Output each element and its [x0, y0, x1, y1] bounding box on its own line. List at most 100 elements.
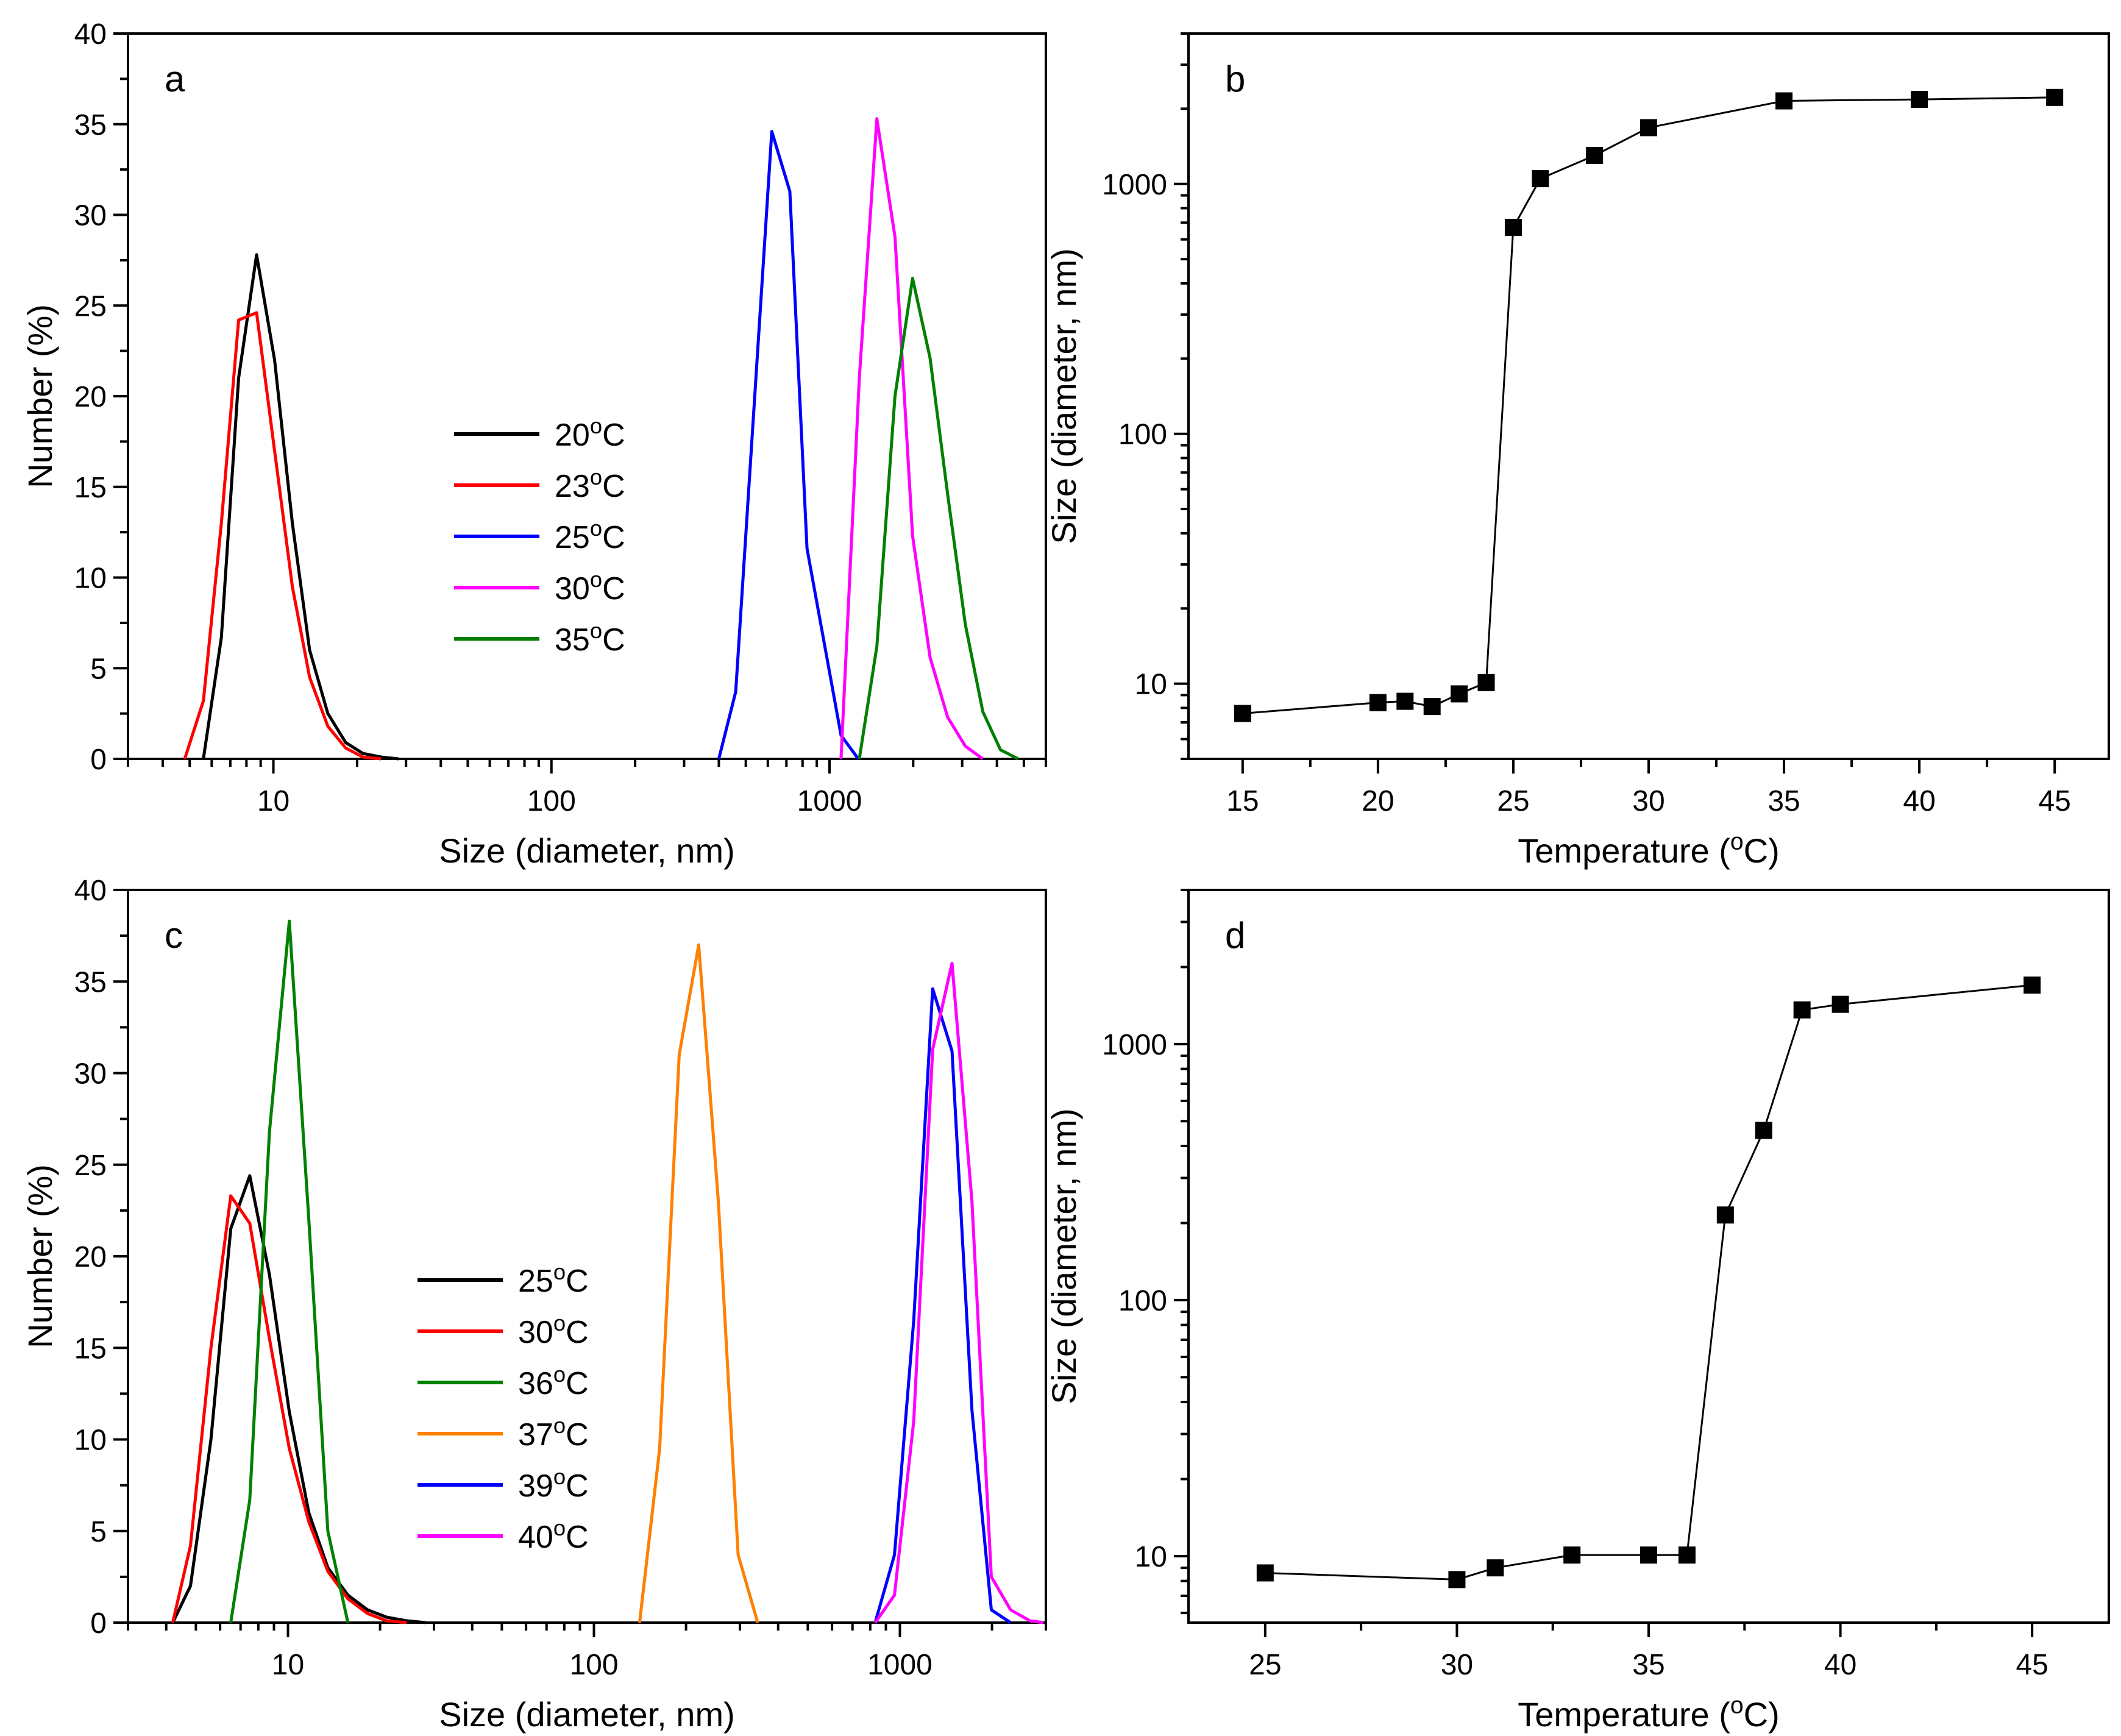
y-tick-label: 10	[74, 1425, 107, 1457]
x-tick-label: 40	[1903, 785, 1935, 817]
x-tick-label: 35	[1632, 1649, 1664, 1681]
x-tick-label: 45	[2016, 1649, 2048, 1681]
series-line-1	[171, 1194, 407, 1624]
y-tick-label: 10	[74, 563, 107, 595]
y-tick-label: 0	[90, 744, 107, 776]
x-tick-label: 10	[257, 785, 290, 817]
data-point	[1396, 692, 1414, 710]
panel-label: a	[165, 59, 185, 99]
data-point	[2023, 976, 2041, 994]
y-tick-label: 5	[90, 653, 107, 685]
y-axis-title: Size (diameter, nm)	[1045, 248, 1083, 544]
x-tick-label: 45	[2038, 785, 2070, 817]
data-point	[1716, 1206, 1734, 1224]
y-tick-label: 40	[74, 18, 107, 51]
x-tick-label: 25	[1249, 1649, 1281, 1681]
y-tick-label: 15	[74, 1332, 107, 1365]
data-point	[1911, 91, 1928, 108]
y-axis-title: Number (%)	[21, 1164, 59, 1348]
data-point	[1448, 1571, 1466, 1588]
legend: 20oC 23oC 25oC 30oC 35oC	[454, 413, 625, 658]
legend-label: 39oC	[518, 1464, 589, 1504]
series-line-5	[873, 961, 1044, 1624]
legend-label: 25oC	[555, 516, 625, 555]
series-line-1	[183, 311, 382, 761]
legend-label: 30oC	[518, 1311, 589, 1350]
y-tick-label: 35	[74, 966, 107, 998]
legend-label: 20oC	[555, 413, 625, 453]
legend-label: 30oC	[555, 567, 625, 607]
legend-label: 36oC	[518, 1362, 589, 1401]
y-tick-label: 30	[74, 200, 107, 232]
y-tick-label: 1000	[1102, 1029, 1167, 1061]
data-point	[1234, 705, 1251, 722]
data-point	[1451, 685, 1468, 703]
y-axis-title: Size (diameter, nm)	[1045, 1108, 1083, 1404]
y-tick-label: 100	[1118, 1285, 1167, 1317]
data-point	[1640, 1546, 1657, 1564]
series-line-4	[873, 987, 1012, 1624]
legend-label: 35oC	[555, 618, 625, 658]
x-tick-label: 30	[1441, 1649, 1473, 1681]
legend-label: 25oC	[518, 1259, 589, 1299]
data-point	[1423, 698, 1441, 716]
y-tick-label: 20	[74, 381, 107, 413]
panel-d: 25 30 35 40 45 10 100 1000 Temperature (oC) Size …	[1045, 889, 2110, 1734]
x-tick-label: 35	[1768, 785, 1800, 817]
x-tick-label: 20	[1362, 785, 1394, 817]
legend-label: 40oC	[518, 1515, 589, 1555]
x-tick-label: 1000	[797, 785, 862, 817]
y-tick-label: 35	[74, 109, 107, 141]
x-axis-title: Size (diameter, nm)	[439, 1695, 735, 1734]
data-point	[1563, 1546, 1581, 1564]
series-line-4	[858, 277, 1019, 761]
data-point	[1831, 995, 1849, 1013]
data-point	[1586, 147, 1604, 165]
x-axis-title: Temperature (oC)	[1518, 829, 1779, 870]
y-tick-label: 25	[74, 1150, 107, 1182]
y-tick-label: 5	[90, 1516, 107, 1548]
series-line-0	[202, 253, 399, 761]
y-tick-label: 15	[74, 472, 107, 504]
series-line-2	[717, 130, 860, 760]
y-tick-label: 0	[90, 1607, 107, 1640]
x-tick-label: 10	[272, 1649, 304, 1681]
series-line-0	[171, 1174, 426, 1624]
panel-label: d	[1225, 915, 1245, 956]
series-line-2	[229, 919, 350, 1623]
y-tick-label: 40	[74, 875, 107, 907]
panel-b: 15 20 25 30 35 40 45 10 100 1000 Temperature (oC) S…	[1045, 32, 2110, 870]
data-point	[1755, 1122, 1772, 1139]
plot-frame	[1187, 889, 2110, 1624]
x-tick-label: 40	[1824, 1649, 1856, 1681]
x-tick-label: 1000	[867, 1649, 933, 1681]
data-point	[2046, 88, 2064, 106]
x-tick-label: 100	[527, 785, 576, 817]
panel-a: 10 100 1000 0 5 10 15 20 25 30 35 40 Size (diameter,…	[21, 18, 1047, 870]
x-tick-label: 30	[1632, 785, 1664, 817]
series-line-3	[638, 943, 759, 1623]
panel-label: b	[1225, 59, 1245, 99]
data-point	[1640, 119, 1657, 137]
x-tick-label: 25	[1497, 785, 1529, 817]
legend-label: 37oC	[518, 1413, 589, 1453]
legend-label: 23oC	[555, 464, 625, 504]
plot-frame	[1187, 32, 2110, 760]
x-tick-label: 100	[569, 1649, 618, 1681]
x-axis-title: Size (diameter, nm)	[439, 831, 735, 870]
data-point	[1369, 694, 1387, 711]
data-point	[1504, 219, 1522, 237]
panel-c: 10 100 1000 0 5 10 15 20 25 30 35 40 Size (diameter,…	[21, 875, 1047, 1734]
data-point	[1793, 1001, 1811, 1019]
data-point	[1477, 674, 1495, 691]
connector-line	[1242, 96, 2055, 714]
series-line-3	[839, 117, 984, 761]
y-axis-title: Number (%)	[21, 304, 59, 488]
y-tick-label: 100	[1118, 419, 1167, 451]
y-tick-label: 25	[74, 290, 107, 322]
y-tick-label: 10	[1135, 1541, 1167, 1573]
y-tick-label: 20	[74, 1241, 107, 1273]
y-tick-label: 1000	[1102, 169, 1167, 201]
data-point	[1775, 92, 1793, 110]
